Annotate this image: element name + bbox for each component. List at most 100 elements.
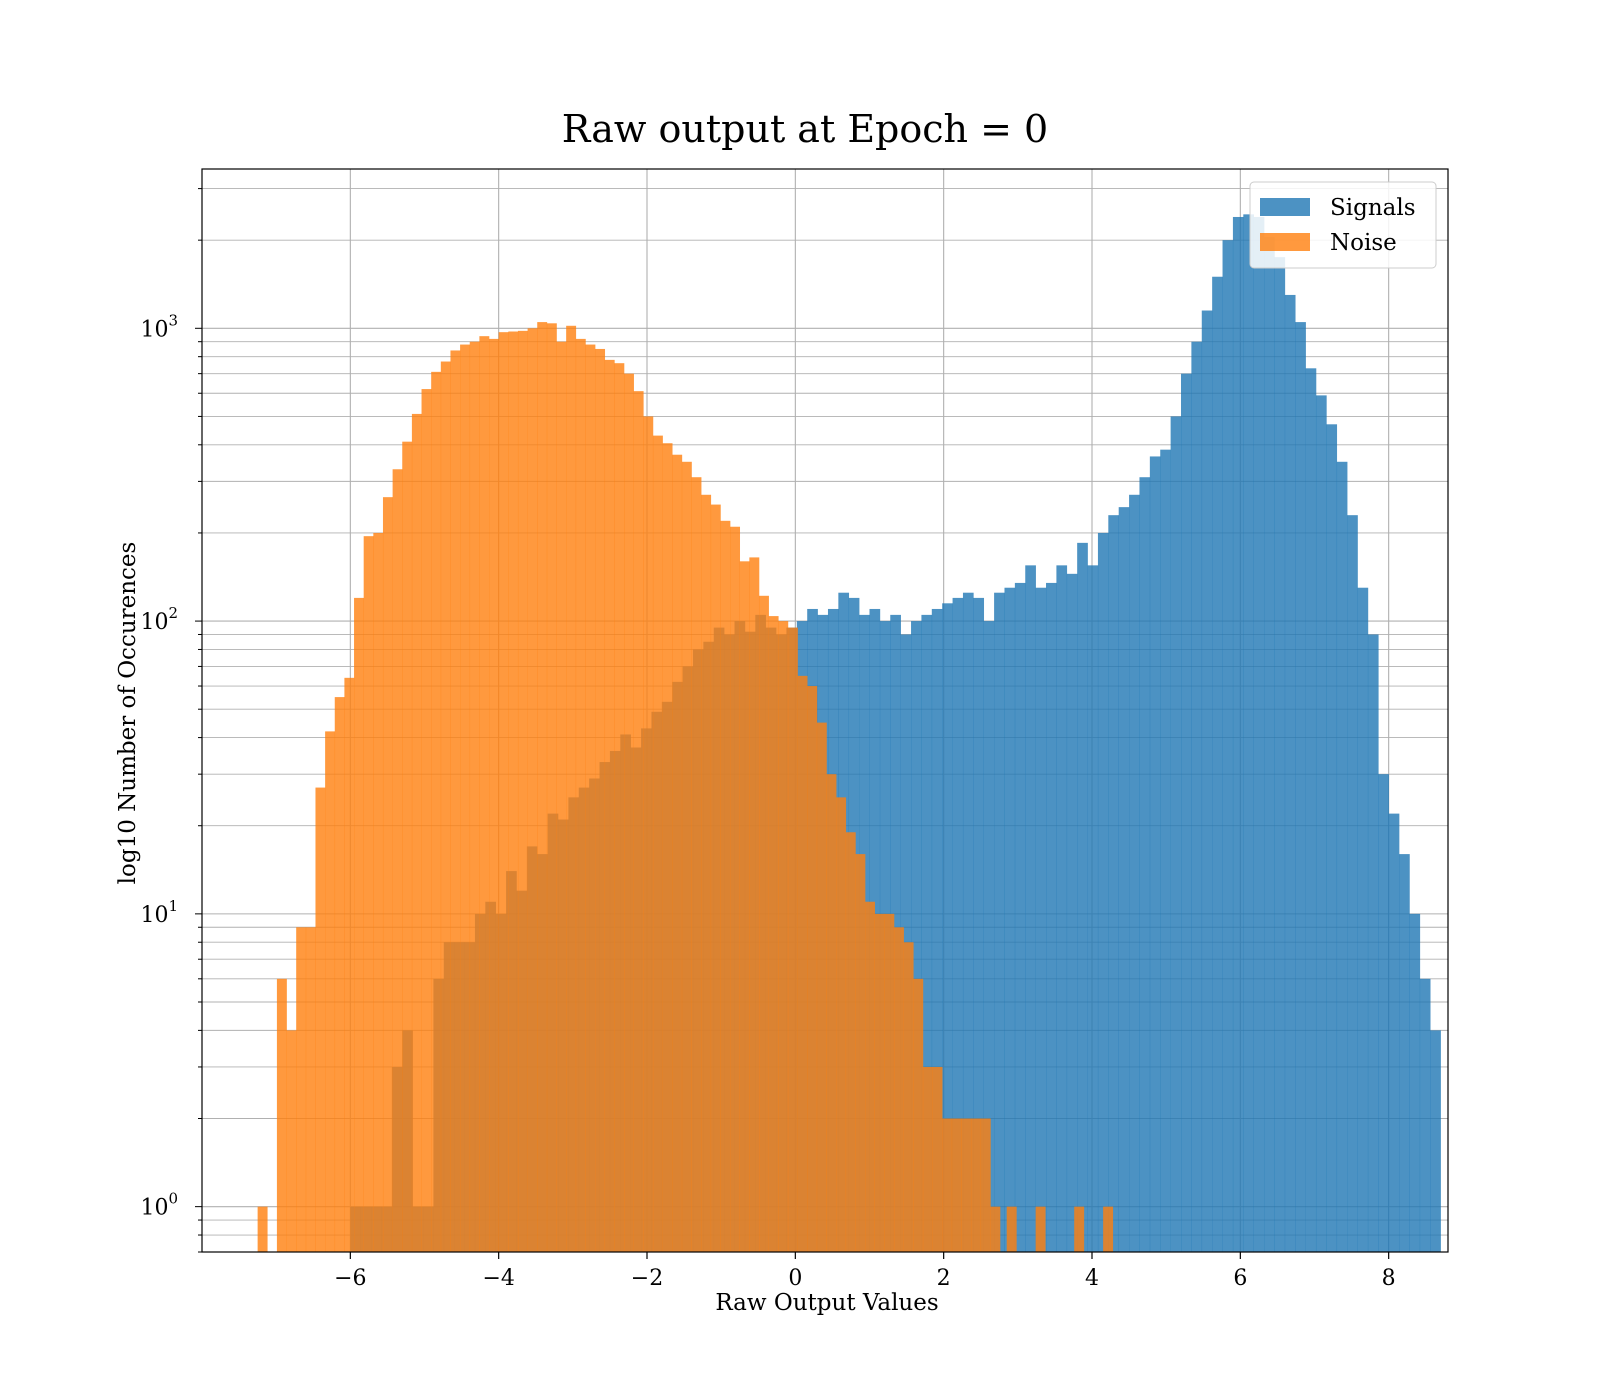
histogram-bar: [652, 435, 663, 1252]
histogram-bar: [286, 1030, 297, 1252]
histogram-bar: [884, 913, 895, 1252]
histogram-bar: [1222, 240, 1234, 1252]
histogram-bar: [983, 621, 995, 1252]
series-noise: [257, 322, 1001, 1253]
histogram-bar: [720, 520, 731, 1252]
x-tick-label: 2: [937, 1266, 951, 1291]
histogram-bar: [1336, 461, 1348, 1253]
histogram-bar: [1264, 237, 1275, 1252]
histogram-bar: [1409, 913, 1421, 1252]
histogram-bar: [373, 532, 384, 1252]
x-tick-label: 0: [788, 1266, 802, 1291]
histogram-bar: [334, 697, 345, 1252]
x-tick-label: −6: [334, 1266, 366, 1291]
histogram-bar: [911, 621, 922, 1252]
histogram-bar: [739, 561, 750, 1252]
chart-title: Raw output at Epoch = 0: [562, 107, 1048, 151]
y-tick-label: 100: [140, 1190, 178, 1221]
legend-label: Signals: [1330, 195, 1416, 221]
histogram-bar: [1006, 1206, 1017, 1252]
histogram-bar: [826, 774, 837, 1252]
histogram-bar: [1181, 373, 1192, 1253]
histogram-bar: [411, 413, 422, 1253]
histogram-bar: [498, 332, 509, 1252]
histogram-bar: [845, 832, 856, 1252]
histogram-bar: [508, 331, 519, 1252]
histogram-bar: [1305, 368, 1317, 1253]
histogram-bar: [1103, 1206, 1114, 1252]
histogram-bar: [1170, 416, 1182, 1252]
histogram-bar: [1274, 257, 1286, 1252]
histogram-bar: [994, 592, 1005, 1252]
histogram-bar: [363, 536, 374, 1252]
histogram-bar: [1035, 1206, 1046, 1252]
histogram-bar: [942, 1118, 953, 1252]
y-axis-label: log10 Number of Occurences: [115, 542, 141, 885]
histogram-bar: [614, 363, 625, 1252]
x-tick-label: −4: [482, 1266, 514, 1291]
x-axis-label: Raw Output Values: [715, 1290, 938, 1316]
histogram-bar: [1129, 494, 1140, 1252]
histogram-bar: [546, 323, 557, 1252]
x-tick-label: 4: [1085, 1266, 1099, 1291]
histogram-bar: [971, 1118, 982, 1252]
histogram-bar: [517, 330, 528, 1252]
histogram-bar: [1035, 587, 1047, 1252]
histogram-bar: [344, 677, 355, 1252]
histogram-bar: [730, 526, 741, 1252]
histogram-bar: [922, 1066, 933, 1252]
histogram-bar: [990, 1206, 1001, 1252]
histogram-bar: [1014, 582, 1026, 1252]
histogram-bar: [392, 469, 403, 1252]
histogram-bar: [585, 344, 596, 1252]
histogram-bar: [836, 797, 847, 1252]
histogram-bar: [469, 341, 480, 1252]
histogram-bar: [276, 978, 287, 1252]
histogram-bar: [489, 338, 499, 1253]
histogram-bar: [575, 338, 586, 1253]
histogram-bar: [758, 595, 769, 1252]
histogram-bar: [460, 344, 471, 1252]
histogram-bar: [749, 557, 760, 1252]
histogram-bar: [537, 322, 548, 1252]
histogram-bar: [855, 854, 866, 1252]
y-tick-label: 101: [140, 897, 178, 928]
histogram-bar: [778, 621, 789, 1252]
histogram-bar: [479, 336, 490, 1253]
y-tick-label: 102: [140, 604, 178, 635]
histogram-bar: [604, 359, 615, 1252]
histogram-bar: [1367, 634, 1379, 1252]
histogram-bar: [710, 504, 721, 1252]
histogram-bar: [932, 1066, 943, 1252]
histogram-bar: [431, 371, 442, 1252]
x-tick-label: 8: [1382, 1266, 1396, 1291]
histogram-bar: [681, 461, 692, 1253]
histogram-bar: [1295, 322, 1306, 1252]
histogram-bar: [951, 1118, 962, 1252]
histogram-bar: [672, 454, 683, 1252]
histogram-bar: [874, 913, 885, 1252]
series-noise-tail: [1006, 1206, 1114, 1252]
histogram-bar: [797, 675, 808, 1252]
histogram-bar: [1160, 449, 1171, 1253]
plot-frame: [201, 168, 1449, 1253]
histogram-bar: [1388, 813, 1400, 1252]
histogram-bar: [980, 1118, 991, 1252]
histogram-bar: [691, 477, 702, 1252]
histogram-bar: [624, 373, 634, 1253]
histogram-bar: [1004, 587, 1016, 1252]
plot-area: [257, 214, 1441, 1253]
histogram-bar: [973, 597, 985, 1252]
legend-label: Noise: [1330, 230, 1397, 256]
histogram-bar: [1201, 310, 1213, 1252]
histogram-bar: [1118, 507, 1130, 1252]
histogram-bar: [952, 597, 964, 1252]
histogram-bar: [315, 787, 326, 1252]
histogram-bar: [595, 348, 606, 1252]
histogram-bar: [1253, 216, 1265, 1252]
histogram-bar: [1243, 214, 1254, 1253]
histogram-bar: [1378, 774, 1389, 1252]
histogram-bar: [1025, 565, 1036, 1252]
histogram-bar: [633, 391, 644, 1252]
histogram-bar: [450, 350, 461, 1252]
